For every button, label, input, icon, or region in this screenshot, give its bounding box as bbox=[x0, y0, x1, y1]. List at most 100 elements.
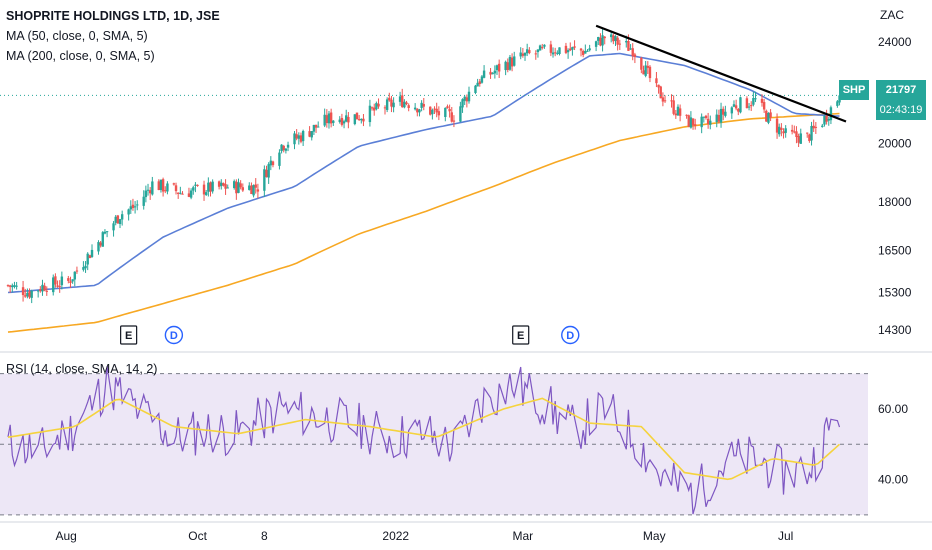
earnings-marker[interactable]: E bbox=[120, 325, 138, 345]
candle bbox=[295, 129, 298, 141]
candle bbox=[101, 231, 104, 247]
candle bbox=[674, 109, 678, 119]
candle bbox=[217, 180, 221, 190]
candle-body bbox=[317, 126, 320, 128]
candle-body bbox=[375, 103, 378, 110]
candle bbox=[142, 190, 145, 210]
candle bbox=[629, 44, 632, 50]
candle bbox=[616, 35, 619, 51]
candle-body bbox=[588, 48, 591, 51]
candle bbox=[148, 187, 152, 200]
candle-body bbox=[581, 50, 585, 55]
candle bbox=[133, 201, 137, 214]
candle bbox=[207, 177, 210, 197]
candle bbox=[280, 144, 283, 154]
candle-body bbox=[747, 106, 751, 108]
candle bbox=[327, 110, 331, 129]
candle-body bbox=[86, 253, 89, 265]
candle bbox=[24, 288, 27, 298]
candle bbox=[767, 112, 770, 125]
candle-body bbox=[814, 126, 818, 128]
candle-body bbox=[278, 152, 281, 166]
trendline[interactable] bbox=[595, 24, 847, 123]
candle bbox=[661, 92, 665, 107]
candle-body bbox=[45, 290, 48, 292]
candle bbox=[754, 91, 757, 103]
candle bbox=[581, 49, 585, 58]
candle bbox=[534, 50, 537, 60]
candle bbox=[493, 65, 497, 79]
candle-body bbox=[286, 144, 290, 148]
candle bbox=[745, 96, 749, 109]
candle bbox=[28, 288, 31, 299]
dividend-marker[interactable]: D bbox=[561, 325, 580, 345]
candle-body bbox=[521, 53, 525, 56]
earnings-marker[interactable]: E bbox=[512, 325, 530, 345]
candle-body bbox=[663, 100, 667, 102]
candle-body bbox=[332, 120, 335, 123]
candle bbox=[823, 115, 826, 127]
candle bbox=[614, 35, 617, 46]
candle-body bbox=[8, 285, 12, 287]
candle-body bbox=[90, 249, 94, 257]
candle-body bbox=[525, 49, 529, 54]
candle bbox=[780, 123, 783, 137]
candle bbox=[269, 156, 273, 171]
trendline-layer[interactable] bbox=[595, 24, 847, 123]
candle bbox=[670, 94, 673, 108]
candle bbox=[103, 229, 107, 235]
candle bbox=[750, 101, 753, 111]
candle-body bbox=[625, 41, 628, 43]
candle bbox=[463, 95, 466, 105]
candle bbox=[342, 119, 346, 129]
candle-body bbox=[724, 111, 727, 116]
candle bbox=[284, 148, 288, 154]
candle bbox=[312, 124, 316, 135]
candle-body bbox=[99, 242, 102, 246]
candle-body bbox=[446, 106, 449, 109]
candle-body bbox=[293, 133, 296, 145]
candle-body bbox=[144, 190, 148, 198]
candle-body bbox=[429, 106, 432, 115]
candle bbox=[551, 47, 555, 58]
candle-body bbox=[301, 130, 305, 142]
candle bbox=[181, 191, 184, 195]
candle-body bbox=[508, 56, 512, 70]
price-tick-label: 15300 bbox=[878, 286, 912, 300]
candle bbox=[179, 186, 182, 195]
ma200-legend[interactable]: MA (200, close, 0, SMA, 5) bbox=[6, 49, 155, 63]
dividend-marker-circle bbox=[561, 325, 580, 345]
ma50-legend[interactable]: MA (50, close, 0, SMA, 5) bbox=[6, 29, 148, 43]
candle-body bbox=[181, 193, 184, 195]
candle-body bbox=[308, 131, 311, 137]
candle-body bbox=[142, 196, 145, 206]
candle bbox=[297, 132, 301, 145]
candle bbox=[528, 47, 531, 55]
candle-body bbox=[594, 41, 598, 47]
candle bbox=[685, 114, 688, 119]
candle-body bbox=[808, 134, 811, 141]
candle bbox=[603, 36, 606, 45]
candle bbox=[689, 111, 693, 129]
candle bbox=[431, 108, 434, 120]
candle bbox=[719, 102, 723, 128]
candle-body bbox=[827, 118, 830, 121]
candle bbox=[373, 103, 376, 116]
candle bbox=[166, 181, 169, 195]
candle-body bbox=[730, 107, 734, 114]
candle-body bbox=[584, 50, 587, 54]
candle bbox=[235, 179, 238, 200]
candle-body bbox=[506, 62, 509, 70]
candle bbox=[232, 179, 236, 190]
candle bbox=[476, 78, 479, 87]
candle-body bbox=[118, 219, 122, 225]
rsi-legend[interactable]: RSI (14, close, SMA, 14, 2) bbox=[6, 362, 158, 376]
candle-body bbox=[519, 52, 522, 57]
dividend-marker[interactable]: D bbox=[164, 325, 184, 345]
candle bbox=[157, 179, 160, 191]
candle-body bbox=[795, 131, 798, 138]
candle bbox=[353, 114, 357, 126]
candle-body bbox=[222, 183, 225, 186]
